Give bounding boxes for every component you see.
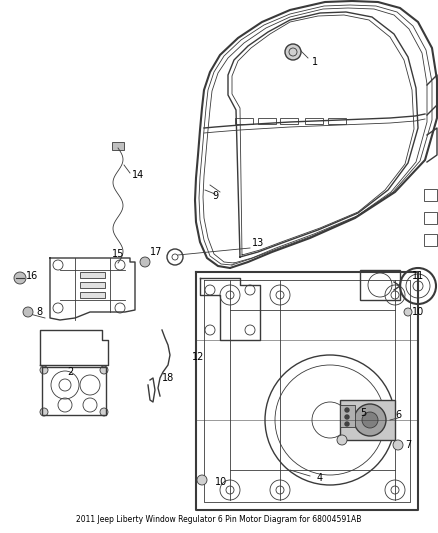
Bar <box>80 282 105 288</box>
Text: 12: 12 <box>192 352 205 362</box>
Circle shape <box>393 440 403 450</box>
Circle shape <box>14 272 26 284</box>
Text: 5: 5 <box>360 408 366 418</box>
Bar <box>424 189 437 201</box>
Bar <box>424 212 437 224</box>
Text: 18: 18 <box>162 373 174 383</box>
Circle shape <box>100 366 108 374</box>
Circle shape <box>354 404 386 436</box>
Text: 16: 16 <box>26 271 38 281</box>
Circle shape <box>362 412 378 428</box>
Text: 2: 2 <box>67 367 73 377</box>
Text: 9: 9 <box>212 191 218 201</box>
Text: 10: 10 <box>412 307 424 317</box>
Text: 17: 17 <box>150 247 162 257</box>
Circle shape <box>337 435 347 445</box>
Text: 13: 13 <box>252 238 264 248</box>
Bar <box>80 292 105 298</box>
Circle shape <box>345 415 349 419</box>
Text: 4: 4 <box>317 473 323 483</box>
Circle shape <box>140 257 150 267</box>
Bar <box>280 118 298 124</box>
Circle shape <box>40 366 48 374</box>
Bar <box>328 118 346 124</box>
Bar <box>80 272 105 278</box>
Text: 15: 15 <box>112 249 124 259</box>
Text: 14: 14 <box>132 170 144 180</box>
Circle shape <box>100 408 108 416</box>
Bar <box>235 118 253 124</box>
Bar <box>340 405 355 427</box>
Bar <box>258 118 276 124</box>
Bar <box>112 142 124 150</box>
Text: 8: 8 <box>36 307 42 317</box>
Circle shape <box>40 408 48 416</box>
Circle shape <box>285 44 301 60</box>
Bar <box>360 270 400 300</box>
Circle shape <box>197 475 207 485</box>
Text: 10: 10 <box>215 477 227 487</box>
Bar <box>305 118 323 124</box>
Text: 7: 7 <box>405 440 411 450</box>
Bar <box>340 400 395 440</box>
Text: 11: 11 <box>412 271 424 281</box>
Circle shape <box>404 308 412 316</box>
Text: 2011 Jeep Liberty Window Regulator 6 Pin Motor Diagram for 68004591AB: 2011 Jeep Liberty Window Regulator 6 Pin… <box>76 515 362 524</box>
Bar <box>424 234 437 246</box>
Text: 1: 1 <box>312 57 318 67</box>
Circle shape <box>23 307 33 317</box>
Circle shape <box>345 408 349 412</box>
Circle shape <box>345 422 349 426</box>
Text: 6: 6 <box>395 410 401 420</box>
